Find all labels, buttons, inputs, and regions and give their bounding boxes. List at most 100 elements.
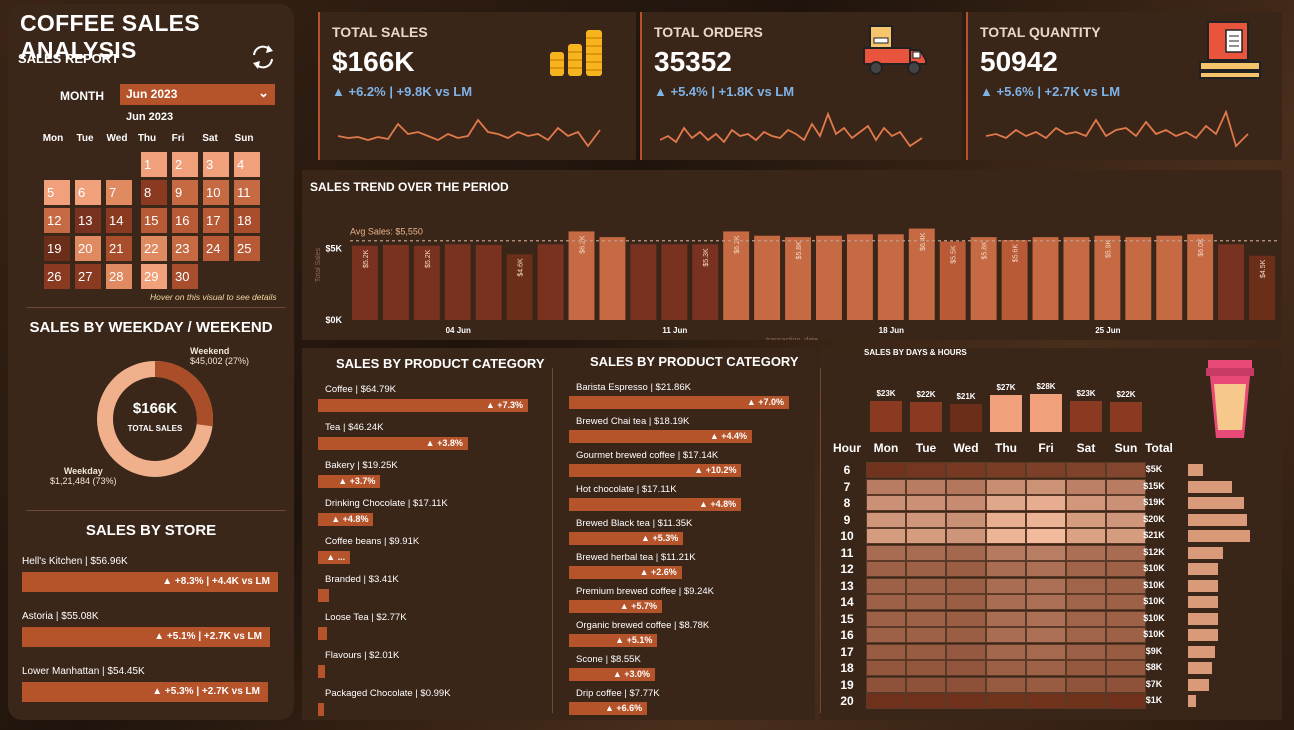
day-total-bar[interactable] xyxy=(1110,402,1142,432)
heatmap-cell[interactable] xyxy=(986,462,1026,478)
weekday-weekend-donut[interactable] xyxy=(90,354,220,484)
heatmap-cell[interactable] xyxy=(1026,660,1066,676)
heatmap-cell[interactable] xyxy=(946,660,986,676)
category-bar[interactable] xyxy=(318,589,330,602)
category-bar[interactable]: ▲ +7.3% xyxy=(318,399,528,412)
heatmap-cell[interactable] xyxy=(1026,462,1066,478)
heatmap-cell[interactable] xyxy=(1066,561,1106,577)
category-bar[interactable] xyxy=(318,665,325,678)
heatmap-cell[interactable] xyxy=(1026,495,1066,511)
heatmap-cell[interactable] xyxy=(986,577,1026,594)
heatmap-cell[interactable] xyxy=(1106,660,1146,676)
trend-bar[interactable] xyxy=(908,228,935,320)
heatmap-cell[interactable] xyxy=(906,693,946,709)
day-total-bar[interactable] xyxy=(990,395,1022,432)
heatmap-cell[interactable] xyxy=(946,676,986,693)
heatmap-cell[interactable] xyxy=(1106,478,1146,495)
trend-bar[interactable] xyxy=(599,237,626,320)
hour-total-bar[interactable] xyxy=(1188,513,1248,526)
trend-bar[interactable] xyxy=(1218,244,1245,320)
day-total-bar[interactable] xyxy=(1070,400,1102,432)
heatmap-cell[interactable] xyxy=(866,511,906,528)
day-total-bar[interactable] xyxy=(870,400,902,432)
store-bar[interactable]: ▲ +5.1% | +2.7K vs LM xyxy=(22,627,270,647)
calendar-day[interactable]: 16 xyxy=(172,208,198,233)
product-bar[interactable]: ▲ +4.8% xyxy=(569,498,742,511)
trend-bar[interactable] xyxy=(692,244,719,320)
product-bar[interactable]: ▲ +3.0% xyxy=(569,668,656,681)
calendar-day[interactable]: 5 xyxy=(44,180,70,205)
heatmap-cell[interactable] xyxy=(1106,561,1146,577)
heatmap-cell[interactable] xyxy=(866,495,906,511)
product-bar[interactable]: ▲ +5.1% xyxy=(569,634,658,647)
heatmap-cell[interactable] xyxy=(946,528,986,544)
calendar-day[interactable]: 21 xyxy=(106,236,132,261)
heatmap-cell[interactable] xyxy=(1026,528,1066,544)
heatmap-cell[interactable] xyxy=(866,676,906,693)
calendar-day[interactable]: 1 xyxy=(141,152,167,177)
trend-bar[interactable] xyxy=(1125,237,1152,320)
calendar-day[interactable]: 30 xyxy=(172,264,198,289)
category-bar[interactable]: ▲ +4.8% xyxy=(318,513,374,526)
heatmap-cell[interactable] xyxy=(986,676,1026,693)
calendar-day[interactable]: 4 xyxy=(234,152,260,177)
heatmap-cell[interactable] xyxy=(986,660,1026,676)
heatmap-cell[interactable] xyxy=(906,561,946,577)
hour-total-bar[interactable] xyxy=(1188,497,1245,509)
category-bar[interactable] xyxy=(318,703,324,716)
heatmap-cell[interactable] xyxy=(1106,627,1146,643)
heatmap-cell[interactable] xyxy=(986,511,1026,528)
heatmap-cell[interactable] xyxy=(1026,610,1066,627)
heatmap-cell[interactable] xyxy=(866,594,906,610)
heatmap-cell[interactable] xyxy=(946,577,986,594)
heatmap-cell[interactable] xyxy=(946,610,986,627)
calendar-day[interactable]: 18 xyxy=(234,208,260,233)
calendar-day[interactable]: 26 xyxy=(44,264,70,289)
trend-bar[interactable] xyxy=(475,245,502,320)
category-bar[interactable]: ▲ ... xyxy=(318,551,351,564)
heatmap-cell[interactable] xyxy=(1106,544,1146,561)
heatmap-cell[interactable] xyxy=(1106,511,1146,528)
heatmap-cell[interactable] xyxy=(1106,495,1146,511)
heatmap-cell[interactable] xyxy=(1066,478,1106,495)
calendar-day[interactable]: 15 xyxy=(141,208,167,233)
trend-bar[interactable] xyxy=(537,244,564,320)
heatmap-cell[interactable] xyxy=(1066,627,1106,643)
trend-bar[interactable] xyxy=(723,231,750,320)
heatmap-cell[interactable] xyxy=(866,577,906,594)
heatmap-cell[interactable] xyxy=(986,610,1026,627)
heatmap-cell[interactable] xyxy=(906,462,946,478)
product-bar[interactable]: ▲ +4.4% xyxy=(569,430,753,443)
category-bar[interactable]: ▲ +3.8% xyxy=(318,437,468,450)
product-bar[interactable]: ▲ +2.6% xyxy=(569,566,682,579)
heatmap-cell[interactable] xyxy=(1106,693,1146,709)
hour-total-bar[interactable] xyxy=(1188,480,1233,493)
heatmap-cell[interactable] xyxy=(906,676,946,693)
heatmap-cell[interactable] xyxy=(866,528,906,544)
heatmap-cell[interactable] xyxy=(986,561,1026,577)
product-bar[interactable]: ▲ +10.2% xyxy=(569,464,742,477)
calendar-day[interactable]: 29 xyxy=(141,264,167,289)
hour-total-bar[interactable] xyxy=(1188,579,1218,592)
hour-total-bar[interactable] xyxy=(1188,662,1212,674)
heatmap-cell[interactable] xyxy=(906,577,946,594)
sales-trend-chart[interactable]: Total Sales transaction_date $5K $0K $5.2K… xyxy=(302,170,1282,340)
calendar-day[interactable]: 20 xyxy=(75,236,101,261)
heatmap-cell[interactable] xyxy=(946,495,986,511)
heatmap-cell[interactable] xyxy=(986,478,1026,495)
heatmap-cell[interactable] xyxy=(1026,643,1066,660)
heatmap-cell[interactable] xyxy=(906,610,946,627)
hour-total-bar[interactable] xyxy=(1188,645,1215,658)
trend-bar[interactable] xyxy=(661,244,688,320)
heatmap-cell[interactable] xyxy=(946,627,986,643)
heatmap-cell[interactable] xyxy=(906,627,946,643)
trend-bar[interactable] xyxy=(568,231,595,320)
store-bar[interactable]: ▲ +8.3% | +4.4K vs LM xyxy=(22,572,278,592)
hour-total-bar[interactable] xyxy=(1188,695,1196,707)
heatmap-cell[interactable] xyxy=(866,627,906,643)
trend-bar[interactable] xyxy=(630,244,657,320)
heatmap-cell[interactable] xyxy=(866,544,906,561)
trend-bar[interactable] xyxy=(1156,235,1183,320)
kpi-total-quantity[interactable]: TOTAL QUANTITY 50942 ▲ +5.6% | +2.7K vs … xyxy=(966,12,1282,160)
heatmap-cell[interactable] xyxy=(906,544,946,561)
